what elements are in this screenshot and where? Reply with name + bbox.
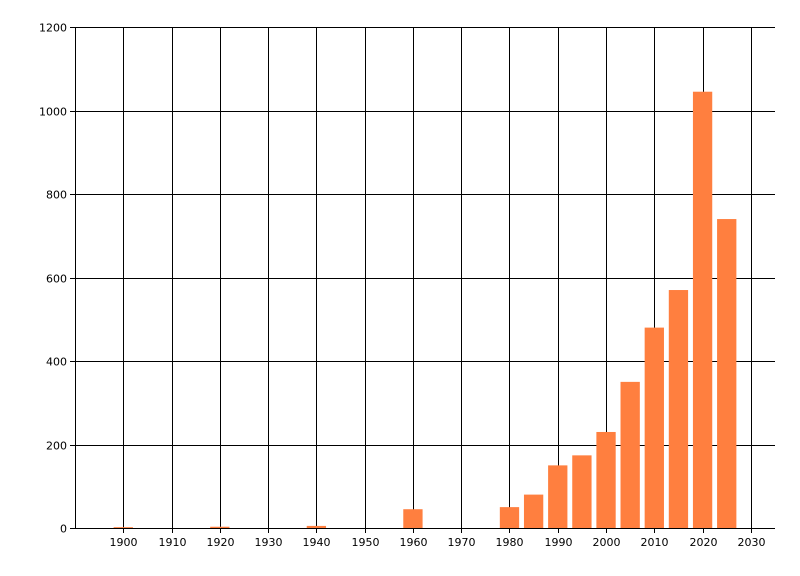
bar-1920 [210, 526, 230, 528]
x-tick-label: 2010 [641, 536, 669, 549]
y-tick-label: 200 [46, 440, 67, 453]
x-tick-label: 1990 [545, 536, 573, 549]
bar-2000 [596, 431, 616, 528]
x-tick-label: 1900 [110, 536, 138, 549]
bar-2010 [644, 327, 664, 528]
x-tick-label: 1930 [255, 536, 283, 549]
bar-1990 [548, 465, 568, 528]
x-tick-label: 2000 [593, 536, 621, 549]
x-tick-label: 1910 [159, 536, 187, 549]
bar-2015 [668, 290, 689, 528]
x-tick-label: 2030 [738, 536, 766, 549]
bar-1960 [403, 509, 423, 528]
x-tick-label: 2020 [690, 536, 718, 549]
bar-1940 [306, 525, 327, 528]
x-tick-label: 1950 [352, 536, 380, 549]
bar-2020 [692, 91, 713, 529]
y-tick-label: 600 [46, 273, 67, 286]
bar-2005 [620, 381, 640, 528]
bar-2025 [717, 219, 737, 529]
bar-1985 [523, 494, 544, 528]
x-tick-label: 1920 [207, 536, 235, 549]
bar-1980 [499, 507, 520, 528]
bar-series [113, 91, 737, 529]
tick-labels: 0 200 400 600 800 1000 1200 1900 1910 1920 1930 194… [39, 22, 766, 550]
y-tick-label: 400 [46, 356, 67, 369]
bar-1995 [572, 455, 592, 528]
x-tick-label: 1980 [496, 536, 524, 549]
x-tick-label: 1970 [448, 536, 476, 549]
y-tick-label: 800 [46, 189, 67, 202]
x-tick-label: 1960 [400, 536, 428, 549]
bar-1900 [113, 527, 133, 528]
axes [75, 27, 775, 529]
y-tick-label: 1000 [39, 106, 67, 119]
grid-lines [70, 27, 775, 533]
y-tick-label: 0 [60, 523, 67, 536]
x-tick-label: 1940 [303, 536, 331, 549]
y-tick-label: 1200 [39, 22, 67, 35]
